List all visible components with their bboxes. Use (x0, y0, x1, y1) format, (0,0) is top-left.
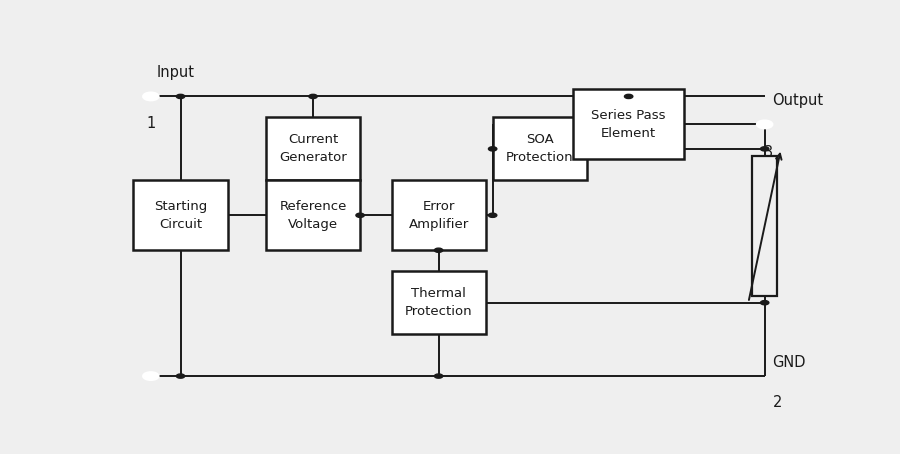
Bar (392, 180, 486, 250)
Circle shape (435, 248, 443, 252)
Bar (492, 118, 587, 180)
Circle shape (143, 372, 158, 380)
Text: Thermal
Protection: Thermal Protection (405, 287, 472, 318)
Circle shape (143, 93, 158, 100)
Circle shape (309, 94, 317, 99)
Bar (392, 271, 486, 334)
Text: Reference
Voltage: Reference Voltage (279, 200, 346, 231)
Bar (573, 89, 685, 159)
Circle shape (757, 121, 772, 128)
Bar (266, 180, 360, 250)
Text: Output: Output (771, 93, 823, 108)
Circle shape (176, 94, 184, 99)
Text: Input: Input (157, 64, 194, 79)
Text: GND: GND (771, 355, 806, 370)
Circle shape (356, 213, 364, 217)
Text: Series Pass
Element: Series Pass Element (591, 109, 666, 140)
Text: 2: 2 (772, 395, 782, 410)
Bar (133, 180, 228, 250)
Text: 1: 1 (146, 116, 156, 131)
Circle shape (760, 147, 769, 151)
Circle shape (176, 374, 184, 378)
Text: 3: 3 (763, 145, 773, 160)
Circle shape (760, 122, 769, 127)
Bar (266, 118, 360, 180)
Circle shape (435, 374, 443, 378)
Text: Starting
Circuit: Starting Circuit (154, 200, 207, 231)
Text: Error
Amplifier: Error Amplifier (409, 200, 469, 231)
Text: Current
Generator: Current Generator (279, 133, 346, 164)
Circle shape (489, 213, 497, 217)
Bar (752, 156, 778, 296)
Circle shape (760, 301, 769, 305)
Text: SOA
Protection: SOA Protection (506, 133, 573, 164)
Circle shape (489, 147, 497, 151)
Circle shape (625, 94, 633, 99)
